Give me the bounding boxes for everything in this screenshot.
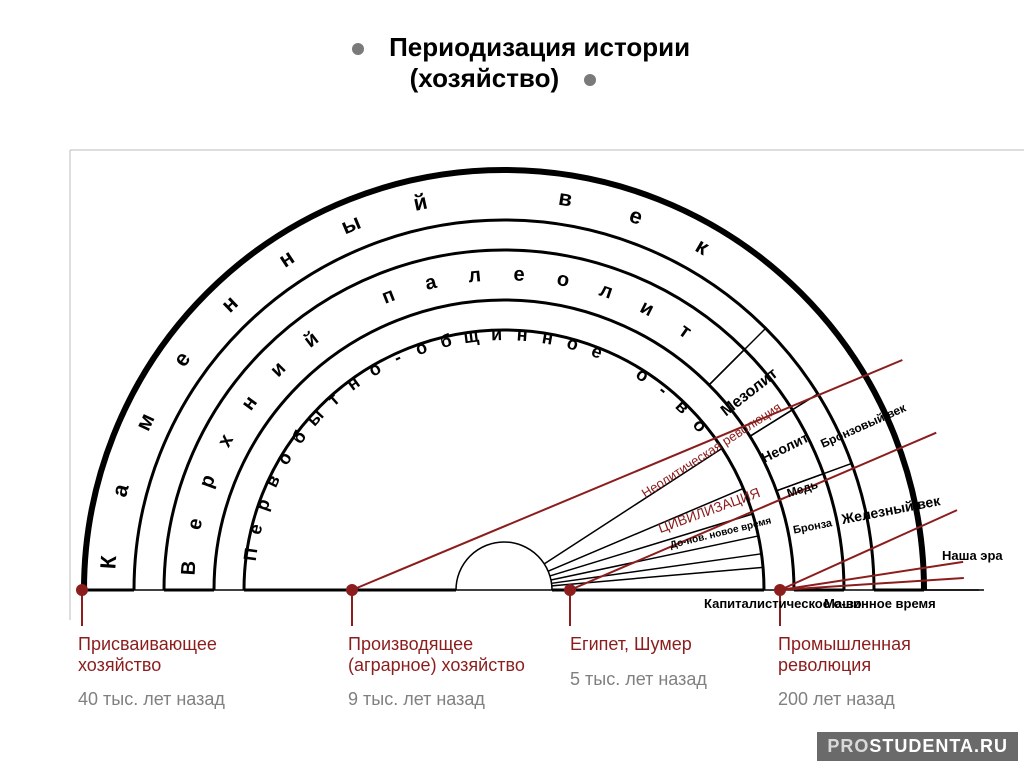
svg-text:н: н xyxy=(237,392,262,415)
legend-sub: 200 лет назад xyxy=(778,689,911,710)
svg-text:и: и xyxy=(266,357,290,381)
svg-text:и: и xyxy=(491,324,503,344)
svg-text:е: е xyxy=(183,516,207,531)
watermark: PROSTUDENTA.RU xyxy=(817,732,1018,761)
svg-text:н: н xyxy=(343,372,364,395)
svg-text:а: а xyxy=(106,481,133,500)
svg-text:Медь: Медь xyxy=(785,477,819,500)
legend-title: Присваивающее xyxy=(78,634,225,655)
legend-item: Производящее (аграрное) хозяйство 9 тыс.… xyxy=(348,634,525,710)
svg-text:т: т xyxy=(675,320,696,344)
svg-text:н: н xyxy=(516,324,528,345)
legend-sub: 40 тыс. лет назад xyxy=(78,689,225,710)
legend-sub: 9 тыс. лет назад xyxy=(348,689,525,710)
svg-text:й: й xyxy=(300,327,323,352)
svg-text:х: х xyxy=(213,431,238,451)
svg-text:В: В xyxy=(178,560,201,576)
svg-text:о: о xyxy=(555,268,571,292)
watermark-pre: PRO xyxy=(827,736,869,756)
svg-text:н: н xyxy=(216,290,243,317)
svg-text:й: й xyxy=(411,189,430,216)
svg-text:ы: ы xyxy=(303,405,328,430)
svg-text:л: л xyxy=(597,279,616,304)
svg-text:Железный век: Железный век xyxy=(839,492,942,527)
svg-text:Машинное время: Машинное время xyxy=(824,596,936,611)
watermark-post: STUDENTA.RU xyxy=(869,736,1008,756)
legend-item: Присваивающее хозяйство 40 тыс. лет наза… xyxy=(78,634,225,710)
svg-text:н: н xyxy=(274,244,299,272)
svg-text:м: м xyxy=(130,409,160,434)
legend-title: Производящее xyxy=(348,634,525,655)
svg-text:щ: щ xyxy=(462,325,480,347)
svg-text:П: П xyxy=(240,547,262,563)
svg-text:л: л xyxy=(467,264,482,287)
legend-sub: 5 тыс. лет назад xyxy=(570,669,707,690)
svg-text:е: е xyxy=(168,347,195,372)
svg-text:Неолит: Неолит xyxy=(759,429,811,466)
svg-text:о: о xyxy=(689,415,711,436)
svg-text:Бронза: Бронза xyxy=(792,517,834,536)
svg-text:б: б xyxy=(438,330,453,352)
legend-title: Промышленная xyxy=(778,634,911,655)
legend-title-2: хозяйство xyxy=(78,655,225,676)
svg-text:Наша эра: Наша эра xyxy=(942,548,1003,563)
svg-text:в: в xyxy=(672,396,694,418)
svg-text:о: о xyxy=(565,332,581,354)
legend-item: Египет, Шумер 5 тыс. лет назад xyxy=(570,634,707,690)
svg-text:е: е xyxy=(513,263,525,286)
svg-text:р: р xyxy=(195,472,220,491)
legend-title-2: революция xyxy=(778,655,911,676)
svg-text:к: к xyxy=(691,233,714,261)
svg-text:н: н xyxy=(541,327,555,349)
legend-item: Промышленная революция 200 лет назад xyxy=(778,634,911,710)
svg-text:К: К xyxy=(95,554,121,570)
legend-title: Египет, Шумер xyxy=(570,634,707,655)
svg-text:ы: ы xyxy=(337,209,364,239)
svg-text:и: и xyxy=(637,296,658,321)
legend-title-2: (аграрное) хозяйство xyxy=(348,655,525,676)
svg-text:п: п xyxy=(379,284,398,309)
svg-text:е: е xyxy=(245,522,267,536)
svg-text:а: а xyxy=(423,271,440,295)
svg-text:е: е xyxy=(626,202,646,230)
svg-text:в: в xyxy=(557,185,574,212)
